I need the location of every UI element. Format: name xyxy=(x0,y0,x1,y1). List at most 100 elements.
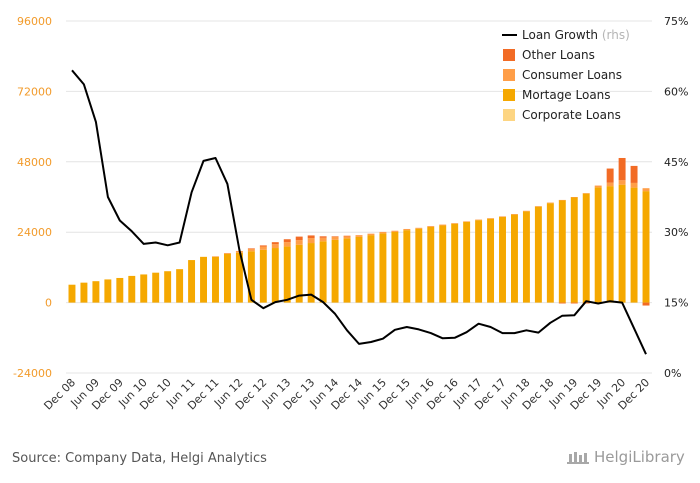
bar-mortage-loans xyxy=(343,238,351,303)
bar-consumer-loans xyxy=(343,236,351,239)
bar-other-loans xyxy=(618,157,626,181)
bar-mortage-loans xyxy=(511,214,518,303)
bar-consumer-loans xyxy=(618,180,626,185)
stacked-bars xyxy=(68,157,650,306)
bar-consumer-loans xyxy=(259,246,267,250)
bar-mortage-loans xyxy=(140,274,148,303)
bar-mortage-loans xyxy=(630,187,638,303)
bar-consumer-loans xyxy=(355,235,363,237)
bar-consumer-loans xyxy=(499,216,506,217)
bar-mortage-loans xyxy=(403,230,411,303)
bar-mortage-loans xyxy=(200,256,207,303)
bar-other-loans xyxy=(630,165,638,183)
y-left-tick-label: 0 xyxy=(45,297,52,310)
y-left-tick-label: 24000 xyxy=(17,226,52,239)
bar-mortage-loans xyxy=(558,200,566,303)
loan-growth-line xyxy=(71,69,647,355)
legend-label: Loan Growth (rhs) xyxy=(522,28,630,42)
bar-other-loans xyxy=(247,248,255,249)
bar-mortage-loans xyxy=(164,271,172,303)
bar-other-loans xyxy=(259,245,267,247)
legend-label: Consumer Loans xyxy=(522,68,622,82)
legend-label: Mortage Loans xyxy=(522,88,611,102)
bar-mortage-loans xyxy=(92,281,100,303)
bar-mortage-loans xyxy=(427,226,435,303)
y-right-tick-label: 15% xyxy=(664,297,688,310)
bar-mortage-loans xyxy=(463,221,471,303)
bar-mortage-loans xyxy=(235,252,243,303)
bar-mortage-loans xyxy=(594,187,602,303)
bar-mortage-loans xyxy=(451,223,459,303)
chart-svg: 96000 72000 48000 24000 0 -24000 75% 60% 45% 30%… xyxy=(13,15,688,413)
bar-consumer-loans xyxy=(463,221,471,222)
bar-mortage-loans xyxy=(128,275,136,303)
y-axis-left: 96000 72000 48000 24000 0 -24000 xyxy=(13,15,52,380)
bar-mortage-loans xyxy=(355,236,363,303)
bar-consumer-loans xyxy=(522,210,530,212)
y-right-tick-label: 75% xyxy=(664,15,688,28)
bar-consumer-loans xyxy=(546,202,554,204)
bar-consumer-loans xyxy=(212,256,219,257)
bar-mortage-loans xyxy=(499,216,506,303)
bar-mortage-loans xyxy=(68,284,76,303)
bar-mortage-loans xyxy=(582,193,590,303)
bar-mortage-loans xyxy=(104,279,112,303)
bar-mortage-loans xyxy=(176,269,184,303)
bar-other-loans xyxy=(642,302,650,306)
bar-mortage-loans xyxy=(534,206,542,303)
legend-box-swatch xyxy=(503,49,515,61)
bar-consumer-loans xyxy=(223,253,231,254)
legend: Loan Growth (rhs) Other Loans Consumer Loa… xyxy=(502,28,630,122)
bar-other-loans xyxy=(283,239,291,243)
bar-other-loans xyxy=(606,168,614,183)
y-right-tick-label: 0% xyxy=(664,367,681,380)
bar-mortage-loans xyxy=(116,277,124,303)
bar-other-loans xyxy=(582,302,590,304)
bar-mortage-loans xyxy=(642,191,650,303)
x-tick-label: Dec 08 xyxy=(41,376,78,413)
bar-mortage-loans xyxy=(319,241,327,303)
legend-suffix: (rhs) xyxy=(598,28,630,42)
y-right-tick-label: 45% xyxy=(664,156,688,169)
library-icon xyxy=(567,452,589,464)
bar-mortage-loans xyxy=(307,243,315,303)
y-right-tick-label: 30% xyxy=(664,226,688,239)
bar-consumer-loans xyxy=(427,226,435,227)
brand-logo: HelgiLibrary xyxy=(566,448,685,466)
bar-mortage-loans xyxy=(152,272,160,303)
bar-mortage-loans xyxy=(80,282,88,303)
bar-consumer-loans xyxy=(582,193,590,194)
bar-consumer-loans xyxy=(487,218,495,219)
bar-mortage-loans xyxy=(331,239,339,303)
bar-consumer-loans xyxy=(594,185,602,188)
bar-mortage-loans xyxy=(606,186,614,303)
bar-other-loans xyxy=(331,236,339,237)
bar-consumer-loans xyxy=(570,197,578,198)
bar-mortage-loans xyxy=(295,244,303,303)
bar-mortage-loans xyxy=(188,260,196,303)
legend-label: Other Loans xyxy=(522,48,595,62)
bar-consumer-loans xyxy=(247,248,255,252)
bar-mortage-loans xyxy=(259,249,267,303)
legend-label: Corporate Loans xyxy=(522,108,621,122)
bar-consumer-loans xyxy=(415,227,423,229)
bar-consumer-loans xyxy=(439,224,447,226)
bar-consumer-loans xyxy=(451,223,459,224)
bar-consumer-loans xyxy=(271,244,279,249)
bar-other-loans xyxy=(570,302,578,304)
bar-mortage-loans xyxy=(618,184,626,303)
brand-name: HelgiLibrary xyxy=(594,448,685,466)
bar-consumer-loans xyxy=(379,231,387,234)
bar-consumer-loans xyxy=(295,240,303,245)
bar-mortage-loans xyxy=(570,197,578,303)
bar-mortage-loans xyxy=(415,228,423,303)
bar-consumer-loans xyxy=(319,237,327,242)
bar-mortage-loans xyxy=(379,233,387,303)
bar-consumer-loans xyxy=(391,230,399,232)
bar-consumer-loans xyxy=(630,182,638,188)
y-left-tick-label: 72000 xyxy=(17,85,52,98)
bar-other-loans xyxy=(558,302,566,304)
bar-consumer-loans xyxy=(307,238,315,244)
bar-mortage-loans xyxy=(439,225,447,303)
